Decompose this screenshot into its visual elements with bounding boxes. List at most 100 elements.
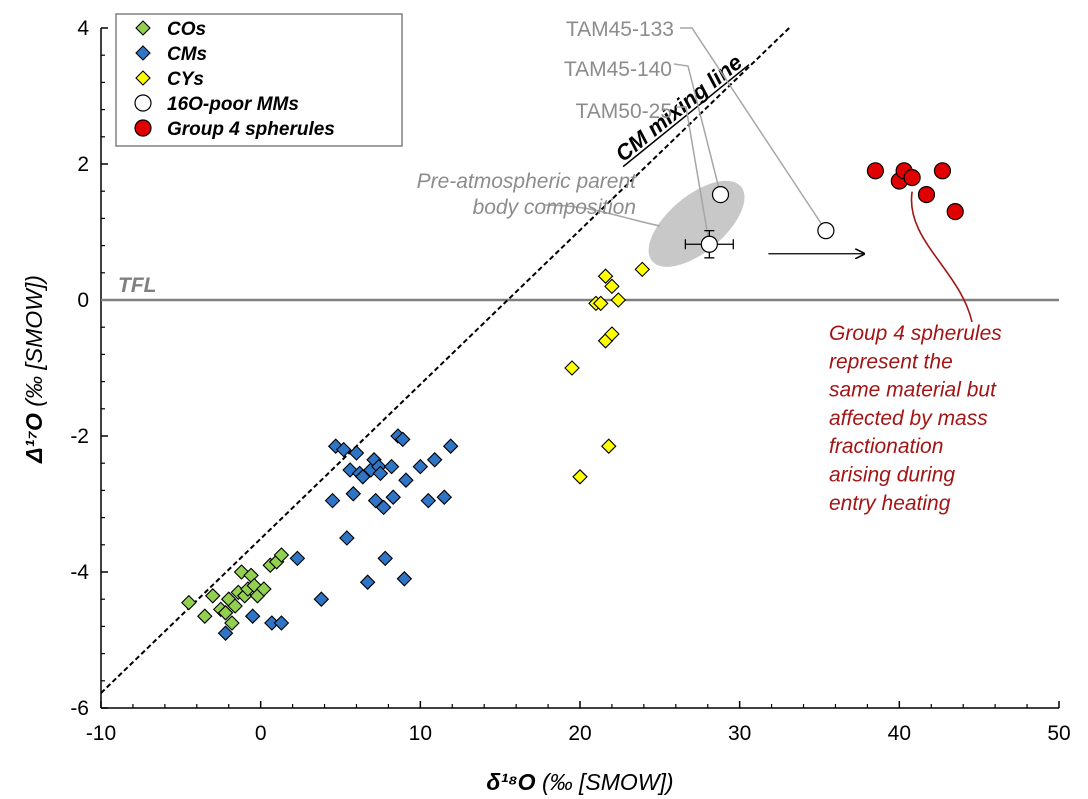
y-tick-label: 0 <box>77 289 89 312</box>
y-tick-label: 4 <box>77 17 89 40</box>
data-point-cms <box>313 591 330 607</box>
data-point-group-4-spherules <box>917 186 936 204</box>
data-point-cms <box>217 625 234 641</box>
data-point-cys <box>604 326 620 342</box>
x-tick-label: 10 <box>409 722 432 745</box>
legend-label: CYs <box>167 69 204 90</box>
group4-note-line: same material but <box>829 379 997 402</box>
data-point-cms <box>436 489 453 505</box>
sample-label: TAM45-133 <box>566 18 674 41</box>
data-point-cos <box>224 615 240 631</box>
tfl-label: TFL <box>118 274 156 297</box>
data-point-16o-poor-mms <box>700 235 718 253</box>
callout-tam45-133 <box>680 27 827 232</box>
data-point-cms <box>359 574 376 590</box>
y-tick-label: -6 <box>70 697 89 720</box>
data-point-cys <box>604 278 620 295</box>
data-point-cys <box>600 438 617 454</box>
data-point-cms <box>383 458 400 475</box>
data-point-cys <box>610 292 627 308</box>
legend-marker <box>134 119 152 137</box>
x-axis-title-unit: (‰ [SMOW]) <box>536 769 674 795</box>
data-point-cms <box>394 431 411 448</box>
legend-box <box>115 13 403 147</box>
data-point-cms <box>324 492 341 509</box>
y-axis-title: Δ¹⁷O (‰ [SMOW]) <box>21 275 47 464</box>
data-point-cos <box>217 605 234 621</box>
legend-marker <box>135 45 151 61</box>
data-point-cms <box>426 452 443 468</box>
data-point-16o-poor-mms <box>817 222 835 240</box>
points-layer <box>181 162 964 641</box>
data-point-cms <box>348 445 365 461</box>
data-point-cos <box>204 588 221 604</box>
y-axis-title-main: Δ¹⁷O <box>21 413 47 464</box>
parent-body-label-line: body composition <box>473 196 636 219</box>
data-point-cms <box>385 489 401 505</box>
data-point-16o-poor-mms <box>711 186 730 204</box>
data-point-cms <box>420 492 437 509</box>
data-point-cms <box>372 465 389 482</box>
data-point-cms <box>244 608 261 624</box>
group4-note-line: affected by mass <box>829 407 988 430</box>
x-tick-label: 20 <box>568 722 591 745</box>
data-point-cms <box>412 458 429 475</box>
data-point-group-4-spherules <box>933 162 952 180</box>
x-tick-label: 40 <box>888 722 911 745</box>
data-point-cos <box>273 547 290 563</box>
x-axis-title-main: δ¹⁸O <box>486 769 535 795</box>
data-point-cms <box>375 499 392 516</box>
data-point-cms <box>339 530 355 546</box>
data-point-cms <box>273 615 290 631</box>
data-point-cos <box>197 608 213 624</box>
data-point-cms <box>396 571 413 587</box>
callout-parent-body <box>543 204 661 227</box>
data-point-cys <box>592 295 609 312</box>
data-point-cys <box>572 469 588 485</box>
group4-note-line: entry heating <box>829 492 951 515</box>
data-point-cms <box>367 492 384 509</box>
x-tick-label: 30 <box>728 722 751 745</box>
data-point-cos <box>181 594 197 611</box>
x-tick-label: -10 <box>86 722 116 745</box>
data-point-cms <box>398 472 414 488</box>
data-point-group-4-spherules <box>946 203 964 221</box>
callout-group4 <box>910 191 973 323</box>
group4-note-line: Group 4 spherules <box>829 322 1002 345</box>
sample-label: TAM45-140 <box>564 58 672 81</box>
legend-marker <box>134 94 152 112</box>
sample-label: TAM50-25 <box>576 100 672 123</box>
x-tick-label: 0 <box>255 722 267 745</box>
data-point-cys <box>597 268 614 284</box>
legend-label: Group 4 spherules <box>167 119 335 140</box>
callout-tam50-25 <box>676 106 711 245</box>
y-tick-label: -2 <box>70 425 89 448</box>
data-point-cys <box>634 261 651 278</box>
legend-label: COs <box>167 19 206 40</box>
callout-tam45-140 <box>673 63 722 195</box>
group4-note-line: fractionation <box>829 435 943 458</box>
legend-label: CMs <box>167 44 207 65</box>
data-point-cms <box>289 550 306 567</box>
data-point-cms <box>442 438 459 454</box>
axes-layer: -10 0 10 20 30 40 50 -6 -4 -2 0 2 4 <box>70 17 1070 745</box>
legend-marker <box>135 70 151 86</box>
data-point-cms <box>335 441 352 458</box>
y-tick-label: 2 <box>77 153 89 176</box>
data-point-cms <box>345 486 362 502</box>
data-point-cos <box>256 581 272 597</box>
data-point-cys <box>564 360 580 376</box>
group4-note-line: arising during <box>829 464 955 487</box>
data-point-cms <box>377 550 393 567</box>
legend-marker <box>135 20 151 36</box>
data-point-group-4-spherules <box>903 169 921 187</box>
data-point-group-4-spherules <box>866 162 884 180</box>
y-axis-title-unit: (‰ [SMOW]) <box>21 275 47 413</box>
data-point-cms <box>355 469 371 485</box>
group4-note-line: represent the <box>829 350 953 373</box>
legend-label: 16O-poor MMs <box>167 94 299 115</box>
x-tick-label: 50 <box>1047 722 1070 745</box>
x-axis-title: δ¹⁸O (‰ [SMOW]) <box>486 769 673 795</box>
legend: COs CMs CYs 16O-poor MMs Group 4 spherules <box>115 13 403 147</box>
